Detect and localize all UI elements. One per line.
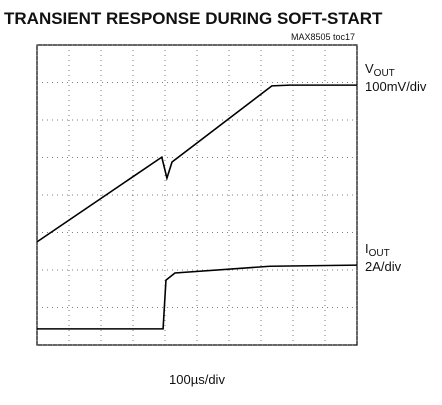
series-scale: 2A/div	[365, 259, 402, 274]
series-name-sub: OUT	[369, 248, 390, 259]
chart-title: TRANSIENT RESPONSE DURING SOFT-START	[4, 9, 383, 28]
series-name: VOUT	[365, 61, 395, 79]
trace	[36, 84, 357, 243]
note: MAX8505 toc17	[291, 32, 355, 42]
trace	[37, 264, 358, 330]
series-scale: 100mV/div	[365, 79, 427, 94]
series-name-main: V	[365, 61, 374, 76]
series-name-sub: OUT	[374, 68, 395, 79]
x-axis-label: 100µs/div	[169, 372, 225, 387]
series-name-main: I	[365, 241, 369, 256]
series-name: IOUT	[365, 241, 390, 259]
